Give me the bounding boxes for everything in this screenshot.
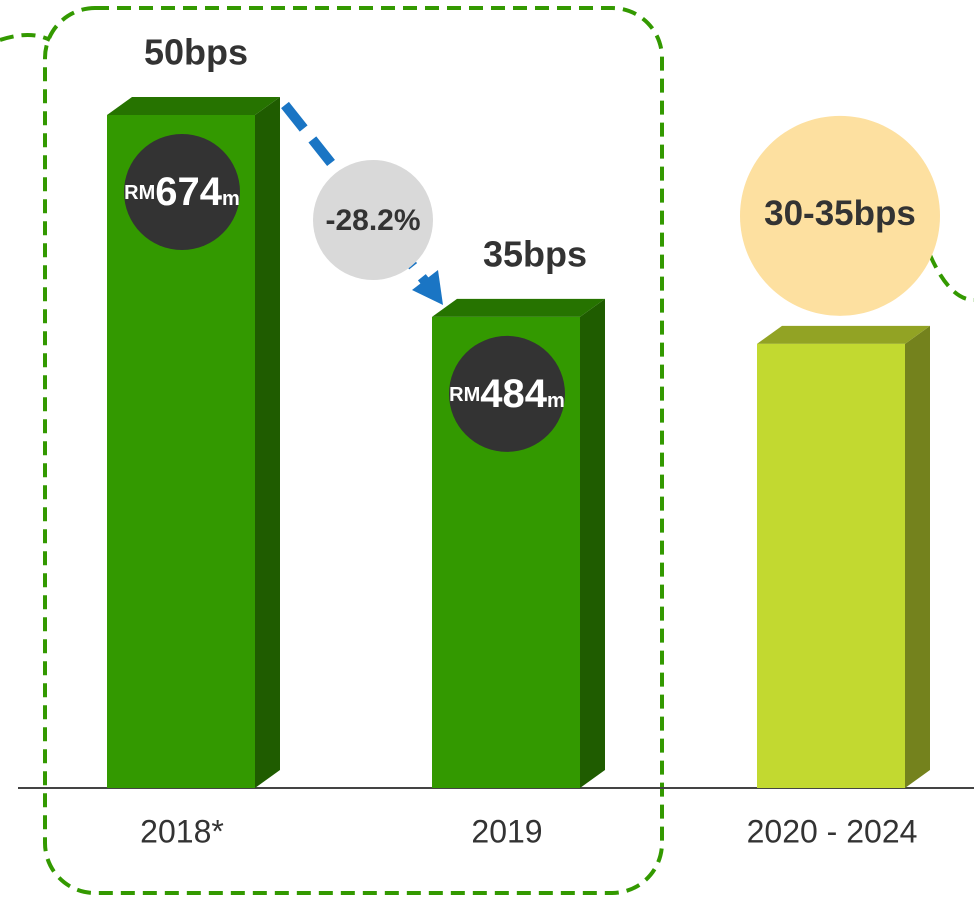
value-label: 35bps [483, 233, 587, 274]
group-frame [43, 6, 664, 895]
bar-top [432, 298, 605, 317]
x-tick-label: 2019 [471, 813, 542, 849]
bar-side [580, 298, 605, 788]
amount-suffix: m [547, 390, 565, 412]
amount-prefix: RM [124, 182, 155, 204]
change-label: -28.2% [325, 204, 420, 237]
arrow-head [412, 270, 443, 305]
connector [928, 254, 974, 302]
bar-top [757, 325, 930, 344]
x-tick-label: 2018* [140, 813, 224, 849]
amount-bubble [124, 134, 240, 250]
label-bubble [740, 115, 940, 316]
bar-top [107, 97, 280, 115]
bar-side [255, 97, 280, 788]
amount-suffix: m [222, 188, 240, 210]
amount-label: RM674m [124, 170, 240, 214]
value-label: 30-35bps [764, 194, 916, 233]
amount-label: RM484m [449, 371, 565, 415]
connector [0, 33, 51, 42]
x-tick-label: 2020 - 2024 [747, 813, 918, 849]
bar-side [905, 325, 930, 788]
change-bubble [313, 160, 433, 280]
amount-bubble [449, 335, 565, 452]
value-label: 50bps [144, 32, 248, 73]
amount-value: 674 [155, 170, 222, 214]
amount-value: 484 [480, 371, 547, 415]
bar [757, 343, 905, 788]
amount-prefix: RM [449, 384, 480, 406]
